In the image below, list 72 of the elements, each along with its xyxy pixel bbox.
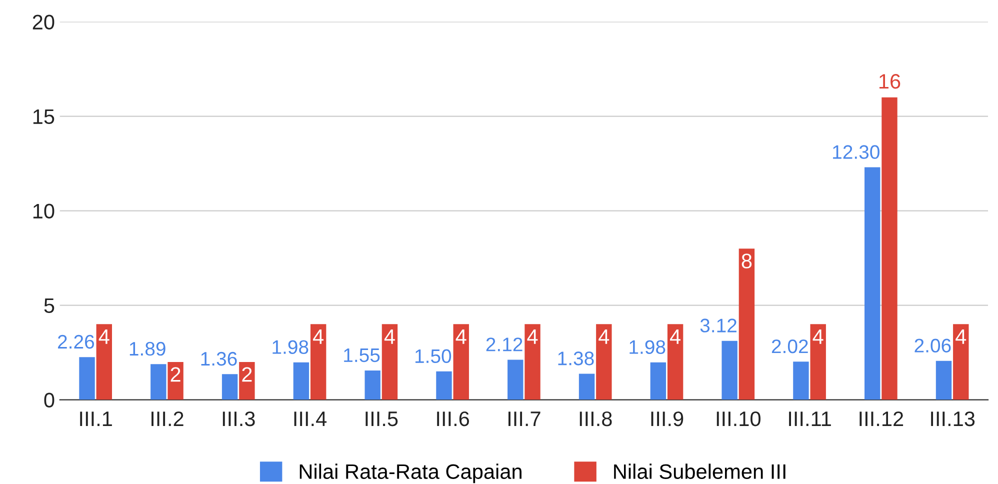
bar	[864, 167, 880, 400]
bar	[524, 324, 540, 400]
legend-label: Nilai Subelemen III	[614, 464, 786, 479]
data-label: 4	[313, 329, 324, 344]
bar	[508, 360, 524, 400]
x-tick-label: III.6	[437, 411, 470, 426]
data-label: 1.98	[272, 340, 308, 354]
x-tick-label: III.9	[651, 411, 684, 426]
bar	[453, 324, 469, 400]
data-label: 2.26	[58, 334, 94, 349]
data-label: 1.98	[630, 340, 666, 354]
data-label: 4	[956, 329, 966, 344]
data-label: 3.12	[700, 318, 736, 332]
y-tick-label: 20	[32, 14, 54, 30]
bar	[436, 371, 452, 400]
data-label: 8	[742, 254, 752, 268]
x-tick-label: III.8	[580, 411, 612, 426]
bar	[578, 374, 595, 400]
bar	[364, 370, 380, 400]
bar	[650, 362, 666, 400]
y-tick-label: 0	[44, 392, 54, 408]
data-label: 4	[812, 329, 824, 344]
bar	[810, 324, 826, 400]
data-label: 1.38	[558, 352, 594, 366]
bar	[150, 364, 166, 400]
data-label: 2	[242, 367, 252, 382]
bar	[667, 324, 684, 400]
data-label: 1.55	[344, 348, 380, 362]
bar	[793, 362, 809, 400]
x-tick-label: III.1	[80, 412, 112, 426]
x-tick-label: III.2	[152, 411, 184, 426]
data-label: 2.02	[772, 339, 808, 354]
data-label: 4	[527, 329, 538, 344]
data-label: 2.12	[486, 338, 522, 352]
data-label: 1.50	[415, 349, 452, 364]
data-label: 1.36	[201, 352, 237, 366]
y-tick-label: 5	[44, 298, 54, 314]
bar	[222, 374, 238, 400]
data-label: 1.89	[130, 342, 166, 356]
data-label: 12.30	[833, 145, 880, 159]
legend-label: Nilai Rata-Rata Capaian	[300, 464, 522, 484]
bar	[293, 362, 310, 400]
bar	[168, 362, 184, 400]
x-tick-label: III.7	[508, 412, 540, 426]
x-tick-label: III.11	[789, 412, 831, 426]
data-label: 16	[880, 74, 900, 89]
data-label: 4	[456, 329, 466, 344]
bar	[96, 324, 112, 400]
bar	[382, 324, 398, 400]
bar	[79, 357, 95, 400]
x-tick-label: III.4	[294, 412, 327, 426]
bar	[936, 360, 952, 400]
bar	[310, 324, 326, 400]
bar	[953, 324, 969, 400]
data-label: 2	[170, 367, 180, 382]
data-label: 4	[384, 329, 395, 344]
bar	[596, 324, 612, 400]
data-label: 4	[598, 329, 610, 344]
bar	[738, 248, 755, 400]
x-tick-label: III.3	[222, 411, 255, 426]
x-tick-label: III.12	[860, 411, 904, 426]
bar	[239, 362, 255, 400]
y-tick-label: 15	[33, 109, 54, 124]
x-tick-label: III.13	[931, 411, 975, 426]
data-label: 4	[98, 329, 110, 344]
data-label: 2.06	[914, 338, 951, 352]
x-tick-label: III.10	[716, 411, 760, 426]
x-tick-label: III.5	[366, 412, 398, 426]
bar	[722, 340, 738, 400]
y-tick-label: 10	[33, 204, 54, 219]
data-label: 4	[670, 329, 680, 344]
bar	[882, 97, 898, 400]
